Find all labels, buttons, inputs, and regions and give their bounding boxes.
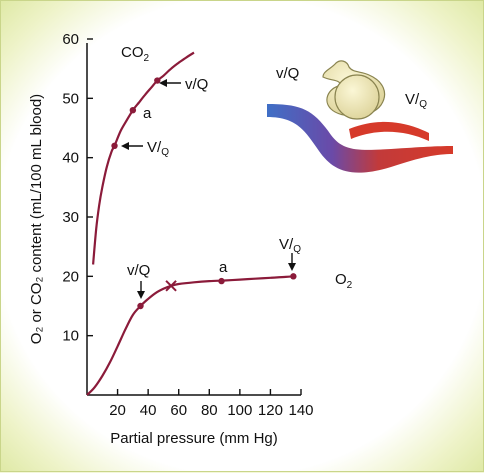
series-label-o2: O2 (335, 271, 353, 291)
data-point (129, 107, 137, 114)
y-ticks: 10 20 30 40 50 60 (62, 31, 93, 345)
data-point (218, 277, 225, 285)
y-tick-label: 10 (62, 328, 79, 345)
marker-x-stroke (165, 280, 177, 292)
svg-text:V/Q: V/Q (147, 139, 169, 158)
y-tick-label: 50 (62, 90, 79, 107)
alveolus (322, 60, 386, 120)
x-tick-label: 100 (227, 402, 252, 419)
series-label-co2: CO2 (121, 44, 150, 64)
svg-text:v/Q: v/Q (127, 262, 150, 279)
y-tick-label: 20 (62, 268, 79, 285)
series-line-co2 (92, 51, 195, 265)
annotation-o2-vq-high: V/Q (279, 236, 301, 271)
x-ticks: 20 40 60 80 100 120 140 (109, 389, 314, 419)
x-tick-label: 40 (140, 402, 157, 419)
annotation-o2-vq-low: v/Q (127, 262, 150, 299)
annotation-co2-vq-low: V/Q (121, 139, 169, 158)
svg-text:v/Q: v/Q (185, 76, 208, 93)
data-point (154, 77, 161, 84)
y-tick-label: 40 (62, 150, 79, 167)
x-tick-label: 120 (258, 402, 283, 419)
x-tick-label: 80 (201, 402, 218, 419)
y-tick-label: 30 (62, 209, 79, 226)
inset-label-vq-high: V/Q (405, 91, 427, 110)
data-point (137, 302, 144, 310)
y-axis-title: O₂ or CO₂ content (mL/100 mL blood) (28, 94, 45, 344)
alveolus-capillary-illustration: v/Q V/Q (267, 60, 453, 173)
x-tick-label: 20 (109, 402, 126, 419)
y-tick-label: 60 (62, 31, 79, 48)
annotation-co2-a: a (143, 105, 152, 122)
annotation-co2-vq-high: v/Q (159, 76, 208, 93)
x-axis-title: Partial pressure (mm Hg) (110, 430, 278, 447)
series-line-o2 (86, 275, 294, 396)
data-points (111, 77, 297, 310)
annotation-o2-a: a (219, 259, 228, 276)
data-point (290, 273, 297, 280)
data-point (111, 142, 118, 149)
venule-branch (349, 121, 429, 141)
capillary-vessel (267, 104, 453, 173)
svg-text:V/Q: V/Q (279, 236, 301, 255)
inset-label-vq-low: v/Q (276, 65, 299, 82)
marker-x (165, 280, 177, 292)
x-tick-label: 140 (288, 402, 313, 419)
x-tick-label: 60 (170, 402, 187, 419)
